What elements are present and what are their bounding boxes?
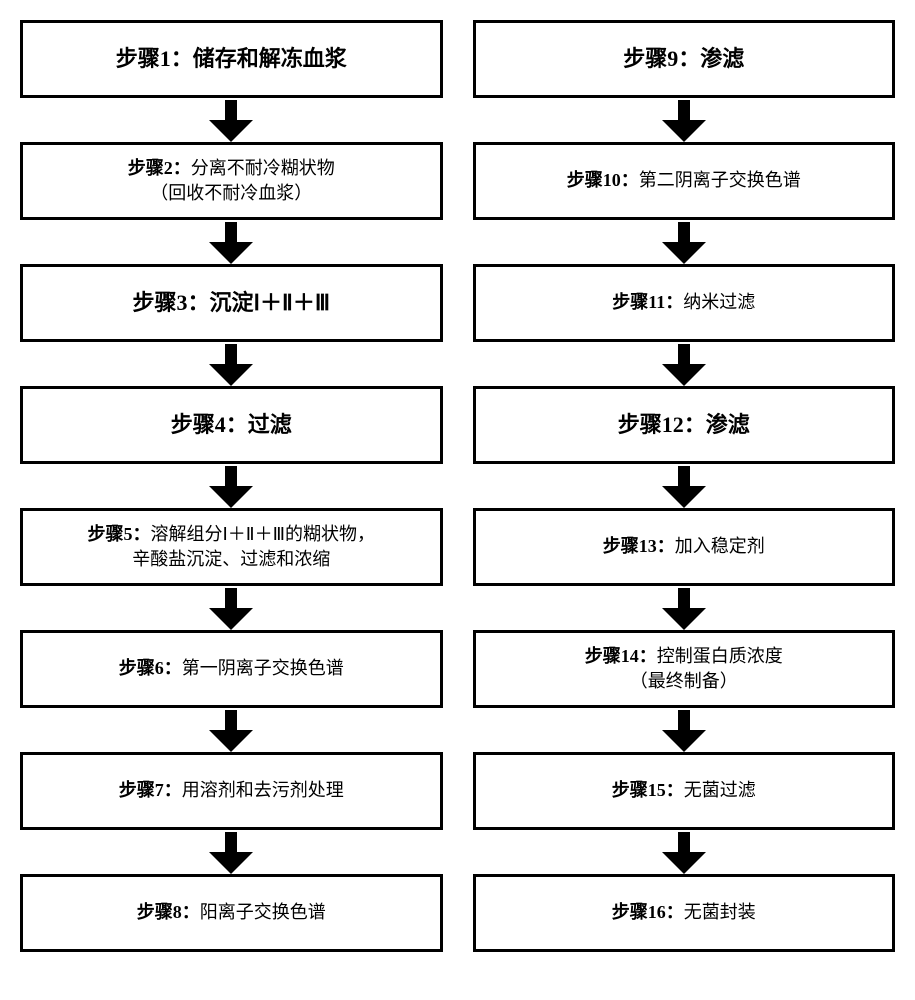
step-box: 步骤8：阳离子交换色谱 [20, 874, 443, 952]
step-label: 步骤12： [618, 412, 706, 437]
step-label: 步骤3： [132, 290, 209, 315]
step-text: 渗滤 [706, 412, 750, 437]
step-label: 步骤6： [119, 658, 182, 678]
step-label: 步骤13： [603, 536, 675, 556]
step-text: 储存和解冻血浆 [193, 46, 347, 71]
step-label: 步骤16： [612, 902, 684, 922]
step-label: 步骤11： [612, 292, 683, 312]
step-box: 步骤13：加入稳定剂 [473, 508, 896, 586]
step-box: 步骤15：无菌过滤 [473, 752, 896, 830]
step-label: 步骤1： [116, 46, 193, 71]
step-label: 步骤8： [137, 902, 200, 922]
step-text2: （回收不耐冷血浆） [128, 181, 335, 206]
step-text: 用溶剂和去污剂处理 [182, 780, 344, 800]
step-text: 阳离子交换色谱 [200, 902, 326, 922]
step-box: 步骤16：无菌封装 [473, 874, 896, 952]
step-box: 步骤14：控制蛋白质浓度 （最终制备） [473, 630, 896, 708]
step-box: 步骤12：渗滤 [473, 386, 896, 464]
step-text: 沉淀Ⅰ＋Ⅱ＋Ⅲ [210, 290, 331, 315]
step-box: 步骤9：渗滤 [473, 20, 896, 98]
step-text2: （最终制备） [585, 669, 783, 694]
flowchart: 步骤1：储存和解冻血浆步骤2：分离不耐冷糊状物 （回收不耐冷血浆） 步骤3：沉淀Ⅰ＋… [20, 20, 895, 952]
step-box: 步骤4：过滤 [20, 386, 443, 464]
step-box: 步骤5：溶解组分Ⅰ＋Ⅱ＋Ⅲ的糊状物， 辛酸盐沉淀、过滤和浓缩 [20, 508, 443, 586]
step-box: 步骤7：用溶剂和去污剂处理 [20, 752, 443, 830]
step-label: 步骤4： [171, 412, 248, 437]
left-column: 步骤1：储存和解冻血浆步骤2：分离不耐冷糊状物 （回收不耐冷血浆） 步骤3：沉淀Ⅰ＋… [20, 20, 443, 952]
step-text: 溶解组分Ⅰ＋Ⅱ＋Ⅲ的糊状物， [150, 524, 375, 544]
right-column: 步骤9：渗滤步骤10：第二阴离子交换色谱步骤11：纳米过滤步骤12：渗滤步骤13… [473, 20, 896, 952]
step-box: 步骤2：分离不耐冷糊状物 （回收不耐冷血浆） [20, 142, 443, 220]
step-box: 步骤11：纳米过滤 [473, 264, 896, 342]
step-text: 加入稳定剂 [675, 536, 765, 556]
step-box: 步骤6：第一阴离子交换色谱 [20, 630, 443, 708]
step-text: 第一阴离子交换色谱 [182, 658, 344, 678]
step-label: 步骤9： [623, 46, 700, 71]
step-label: 步骤7： [119, 780, 182, 800]
step-box: 步骤10：第二阴离子交换色谱 [473, 142, 896, 220]
step-box: 步骤1：储存和解冻血浆 [20, 20, 443, 98]
step-label: 步骤10： [567, 170, 639, 190]
step-text: 渗滤 [700, 46, 744, 71]
step-text: 第二阴离子交换色谱 [639, 170, 801, 190]
step-label: 步骤14： [585, 646, 657, 666]
step-text: 纳米过滤 [683, 292, 755, 312]
step-text: 分离不耐冷糊状物 [191, 158, 335, 178]
step-text: 过滤 [248, 412, 292, 437]
step-text: 无菌过滤 [684, 780, 756, 800]
step-label: 步骤2： [128, 158, 191, 178]
step-text: 无菌封装 [684, 902, 756, 922]
step-label: 步骤5： [87, 524, 150, 544]
step-box: 步骤3：沉淀Ⅰ＋Ⅱ＋Ⅲ [20, 264, 443, 342]
step-text2: 辛酸盐沉淀、过滤和浓缩 [87, 547, 375, 572]
step-label: 步骤15： [612, 780, 684, 800]
step-text: 控制蛋白质浓度 [657, 646, 783, 666]
